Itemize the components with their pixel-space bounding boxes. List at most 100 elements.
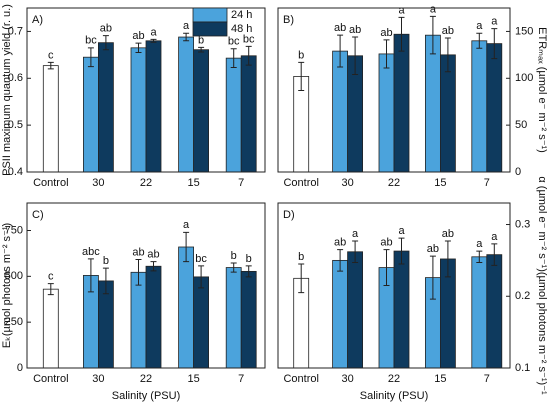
y-tick-label: 0.6 xyxy=(8,72,23,84)
significance-letter: b xyxy=(198,34,204,46)
y-tick-label: 0.4 xyxy=(8,166,23,178)
panel-label: B) xyxy=(283,14,294,26)
error-bar xyxy=(135,258,142,286)
significance-letter: a xyxy=(183,219,190,231)
error-bar xyxy=(491,243,498,266)
error-bar xyxy=(102,35,109,51)
bar xyxy=(130,47,147,173)
significance-letter: ab xyxy=(349,24,361,36)
error-bar xyxy=(383,39,390,69)
panel-label: D) xyxy=(283,209,295,221)
panel: 0.1 0.2 0.3 α (µmol e⁻ m⁻² s⁻¹)(µmol photon… xyxy=(277,176,548,402)
bar xyxy=(471,40,488,173)
significance-letter: ab xyxy=(100,23,112,35)
y-tick-label: 150 xyxy=(515,25,533,37)
error-bar xyxy=(183,231,190,263)
error-bar xyxy=(476,250,483,264)
x-tick-label: 7 xyxy=(238,373,244,385)
significance-letter: a xyxy=(352,228,359,240)
bar xyxy=(98,42,114,173)
y-tick-label: 750 xyxy=(5,224,23,236)
legend-label: 48 h xyxy=(231,23,252,35)
error-bar xyxy=(398,237,405,265)
significance-letter: ab xyxy=(442,228,454,240)
x-tick-label: 30 xyxy=(341,373,353,385)
panel: 0 50 100 150 ETRₘₐₓ (µmol e⁻ m⁻² s⁻¹) B) Contr… xyxy=(277,3,548,189)
x-tick-label: 15 xyxy=(434,177,446,189)
error-bar xyxy=(245,265,252,278)
error-bar xyxy=(230,48,237,69)
bar xyxy=(130,271,147,369)
y-tick-label: 0 xyxy=(17,362,23,374)
y-axis-title: ETRₘₐₓ (µmol e⁻ m⁻² s⁻¹) xyxy=(536,27,548,153)
x-tick-label: Control xyxy=(33,373,68,385)
significance-letter: bc xyxy=(243,33,255,45)
x-tick-label: 22 xyxy=(388,177,400,189)
bar xyxy=(471,256,488,369)
error-bar xyxy=(298,263,305,294)
error-bar xyxy=(352,240,359,264)
error-bar xyxy=(183,32,190,42)
significance-letter: ab xyxy=(334,22,346,34)
bar xyxy=(42,288,59,369)
y-tick-label: 0.7 xyxy=(8,25,23,37)
bar xyxy=(42,65,59,173)
error-bar xyxy=(491,28,498,60)
x-tick-label: 22 xyxy=(388,373,400,385)
significance-letter: ab xyxy=(427,243,439,255)
bar xyxy=(145,265,162,369)
error-bar xyxy=(198,265,205,289)
error-bar xyxy=(337,249,344,272)
x-tick-label: 7 xyxy=(238,177,244,189)
bar xyxy=(393,33,410,173)
panel-label: C) xyxy=(32,209,44,221)
error-bar xyxy=(298,61,305,91)
x-tick-label: 7 xyxy=(484,373,490,385)
x-tick-label: 30 xyxy=(92,177,104,189)
error-bar xyxy=(87,258,94,293)
bar xyxy=(424,34,441,173)
error-bar xyxy=(429,15,436,55)
bar xyxy=(378,53,395,173)
significance-letter: ab xyxy=(147,249,159,261)
bar xyxy=(178,246,195,369)
panel-label: A) xyxy=(32,14,43,26)
significance-letter: ab xyxy=(442,25,454,37)
significance-letter: a xyxy=(491,231,498,243)
error-bar xyxy=(476,32,483,49)
error-bar xyxy=(444,37,451,73)
x-tick-label: 22 xyxy=(140,373,152,385)
significance-letter: a xyxy=(476,238,483,250)
significance-letter: b xyxy=(246,253,252,265)
significance-letter: b xyxy=(231,250,237,262)
error-bar xyxy=(47,61,54,70)
error-bar xyxy=(337,34,344,68)
bar xyxy=(83,56,99,173)
bar xyxy=(486,254,503,369)
y-axis-title: α (µmol e⁻ m⁻² s⁻¹)(µmol photons m⁻² s⁻¹… xyxy=(536,176,548,395)
significance-letter: b xyxy=(103,255,109,267)
significance-letter: a xyxy=(491,16,498,28)
plot-frame xyxy=(277,7,511,173)
bar xyxy=(347,251,364,369)
significance-letter: bc xyxy=(85,35,97,47)
bar xyxy=(193,276,210,369)
significance-letter: ab xyxy=(380,237,392,249)
y-tick-label: 500 xyxy=(5,270,23,282)
x-axis-title: Salinity (PSU) xyxy=(112,390,180,402)
significance-letter: b xyxy=(298,251,304,263)
significance-letter: ab xyxy=(132,246,144,258)
error-bar xyxy=(87,47,94,68)
error-bar xyxy=(102,267,109,295)
y-tick-label: 0.5 xyxy=(8,119,23,131)
y-tick-label: 250 xyxy=(5,316,23,328)
x-tick-label: 30 xyxy=(341,177,353,189)
y-tick-label: 0.1 xyxy=(515,362,530,374)
y-tick-label: 50 xyxy=(515,119,527,131)
error-bar xyxy=(47,283,54,296)
plot-frame xyxy=(26,202,266,369)
error-bar xyxy=(135,42,142,54)
bar xyxy=(332,259,349,369)
